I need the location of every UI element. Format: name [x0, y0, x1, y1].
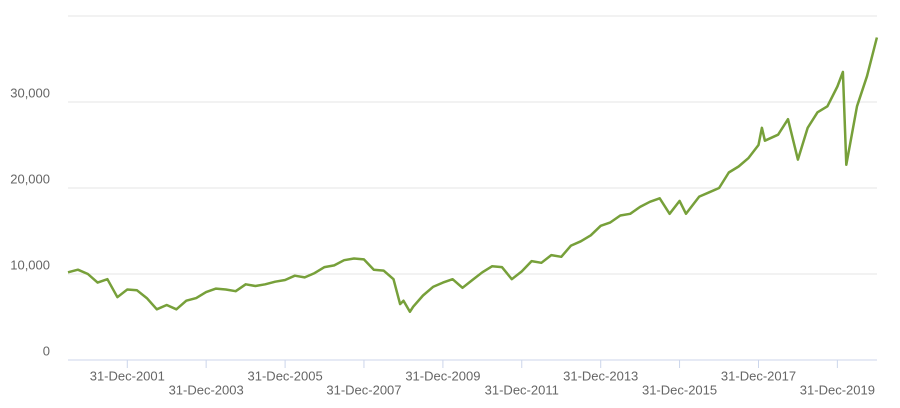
x-tick-label: 31-Dec-2019: [800, 382, 875, 397]
x-tick-label: 31-Dec-2011: [485, 382, 559, 397]
x-tick-label: 31-Dec-2017: [721, 368, 796, 383]
x-tick-label: 31-Dec-2003: [169, 382, 244, 397]
y-tick-label: 10,000: [10, 257, 50, 272]
x-tick-label: 31-Dec-2013: [563, 368, 638, 383]
y-tick-label: 20,000: [10, 171, 50, 186]
x-tick-label: 31-Dec-2007: [326, 382, 401, 397]
x-tick-label: 31-Dec-2001: [90, 368, 165, 383]
y-tick-label: 30,000: [10, 85, 50, 100]
y-tick-label: 0: [43, 343, 50, 358]
x-tick-label: 31-Dec-2005: [248, 368, 323, 383]
x-tick-label: 31-Dec-2015: [642, 382, 717, 397]
x-tick-label: 31-Dec-2009: [405, 368, 480, 383]
line-series: [67, 37, 879, 314]
